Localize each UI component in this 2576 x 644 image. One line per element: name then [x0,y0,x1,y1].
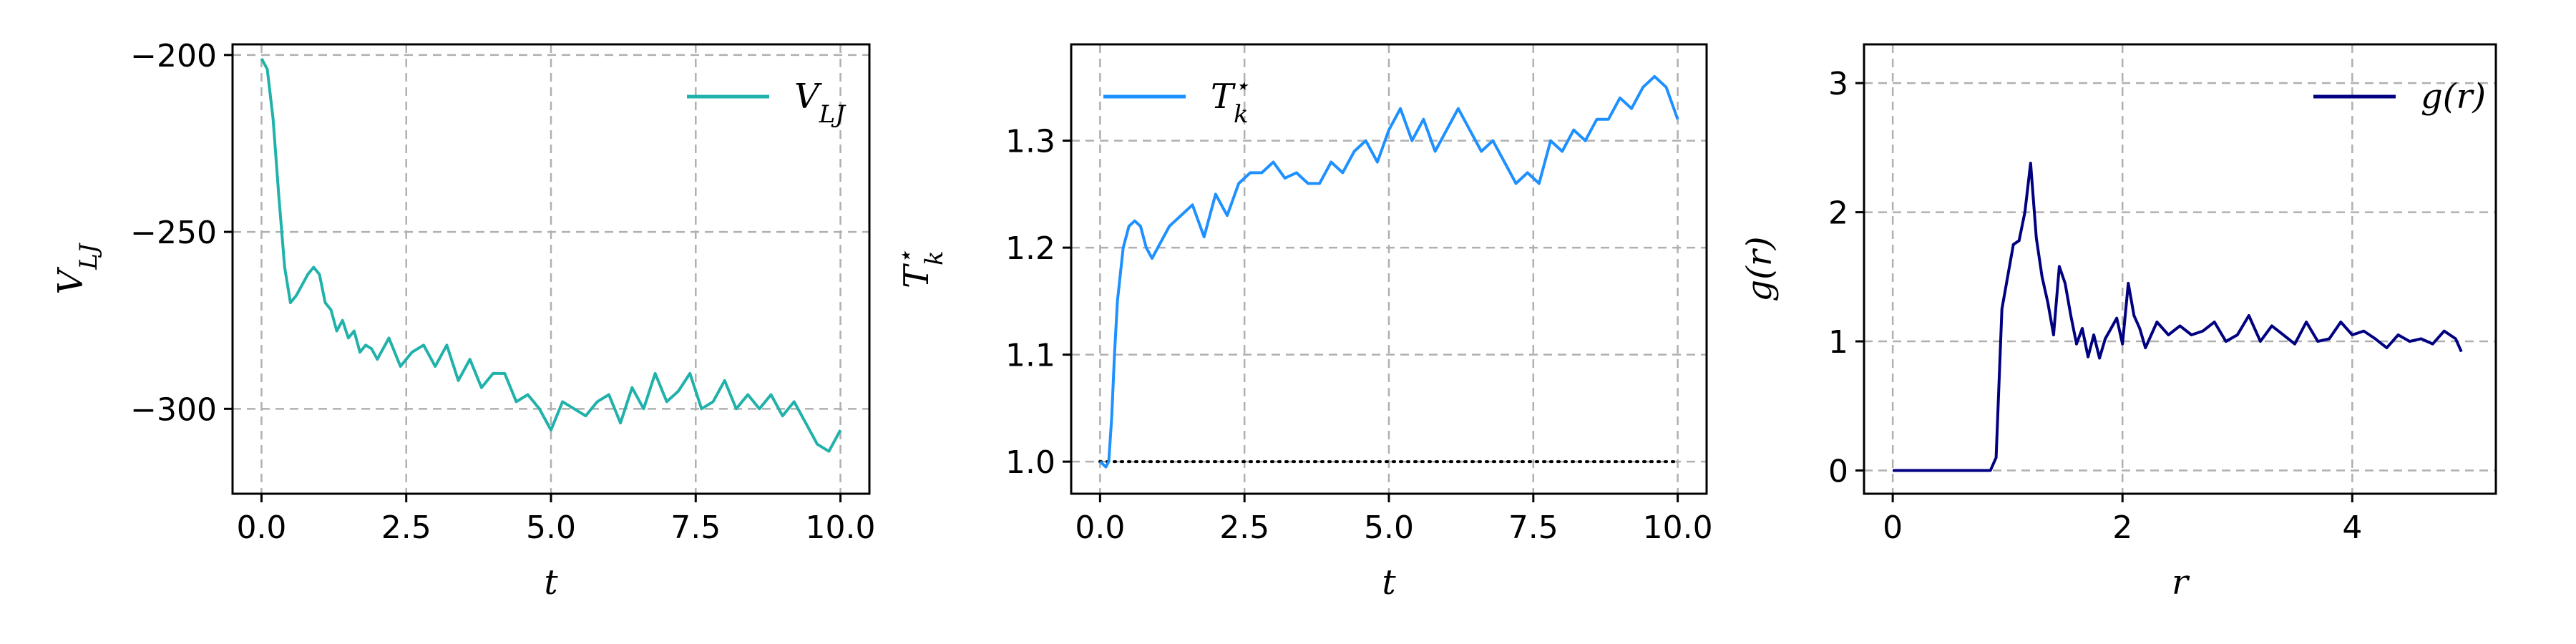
panel-1-x-axis-label: t [544,562,558,602]
panel-1-x-tick-label-0: 0.0 [236,509,286,546]
panel-2: 0.0 2.5 5.0 7.5 10.0 1.0 1.1 1.2 1.3 t Tk⋆ Tk⋆ [892,43,1713,602]
panel-3-x-axis-label: r [2172,562,2190,602]
panel-2-y-tick-label-0: 1.0 [1005,444,1055,481]
panel-3-y-tick-label-3: 3 [1828,66,1848,102]
panel-3-x-tick-label-1: 2 [2112,509,2132,546]
panel-2-x-tick-label-2: 5.0 [1364,509,1414,546]
panel-1-x-tick-label-1: 2.5 [381,509,431,546]
panel-2-x-tick-label-3: 7.5 [1508,509,1558,546]
panel-1-y-tick-label-2: −300 [130,391,217,428]
panel-2-y-tick-label-3: 1.3 [1005,124,1055,160]
panel-2-x-axis-label: t [1382,562,1396,602]
panel-3-axes-frame [1863,43,2497,495]
panel-3-y-tick-label-0: 0 [1828,454,1848,490]
panel-2-x-tick-label-1: 2.5 [1219,509,1269,546]
panel-1-y-tick-label-0: −200 [130,38,217,74]
panel-1-legend-label: VLJ [794,77,847,129]
panel-2-x-tick-label-4: 10.0 [1643,509,1713,546]
panel-3: 0 2 4 0 1 2 3 r g(r) g(r) [1740,43,2497,602]
panel-2-x-tick-label-0: 0.0 [1075,509,1125,546]
panel-3-x-tick-label-0: 0 [1883,509,1903,546]
panel-1-x-tick-label-2: 5.0 [526,509,576,546]
panel-3-x-tick-label-2: 4 [2342,509,2362,546]
panel-1-series-line-0 [260,57,842,453]
panel-3-y-tick-label-1: 1 [1828,324,1848,361]
panel-1: 0.0 2.5 5.0 7.5 10.0 −200 −250 −300 t VLJ VLJ [51,38,876,602]
panel-1-x-tick-label-3: 7.5 [670,509,721,546]
panel-2-legend-label: Tk⋆ [1211,72,1249,129]
panel-3-legend-label: g(r) [2421,77,2486,117]
panel-2-y-tick-label-2: 1.2 [1005,230,1055,267]
panel-1-y-axis-label: VLJ [51,242,103,294]
panel-2-y-tick-label-1: 1.1 [1005,338,1055,374]
panel-1-y-tick-label-1: −250 [130,215,217,251]
panel-2-y-axis-label: Tk⋆ [892,250,949,288]
panel-1-x-tick-label-4: 10.0 [806,509,876,546]
panel-3-y-axis-label: g(r) [1740,236,1780,301]
panel-3-y-tick-label-2: 2 [1828,195,1848,232]
panel-2-series-line-0 [1099,74,1679,469]
panel-3-series-line-0 [1893,162,2463,472]
